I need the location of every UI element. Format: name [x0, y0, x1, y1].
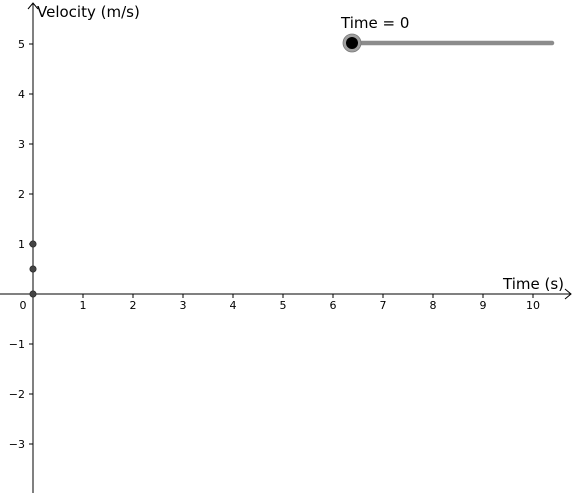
x-tick-label: 9 [480, 299, 487, 312]
time-slider-label: Time = 0 [340, 14, 409, 32]
y-axis-title: Velocity (m/s) [37, 3, 140, 21]
x-tick-label: 7 [380, 299, 387, 312]
x-tick-label: 1 [80, 299, 87, 312]
x-ticks: 0 1 2 3 4 5 6 7 8 9 10 [20, 294, 540, 312]
y-tick-label: 3 [18, 138, 25, 151]
data-point[interactable] [29, 240, 37, 248]
x-tick-label: 4 [230, 299, 237, 312]
x-tick-label: 10 [526, 299, 540, 312]
y-ticks: −3 −2 −1 1 2 3 4 5 [9, 38, 33, 451]
x-tick-label: 5 [280, 299, 287, 312]
x-tick-label: 2 [130, 299, 137, 312]
y-tick-label: −2 [9, 388, 25, 401]
x-tick-label: 3 [180, 299, 187, 312]
y-axis-arrow [27, 2, 39, 10]
data-point[interactable] [29, 265, 37, 273]
x-tick-label: 8 [430, 299, 437, 312]
x-axis-arrow [564, 288, 572, 300]
y-tick-label: 2 [18, 188, 25, 201]
x-tick-label: 6 [330, 299, 337, 312]
time-slider-knob[interactable] [346, 37, 358, 49]
y-tick-label: −3 [9, 438, 25, 451]
x-tick-label: 0 [20, 299, 27, 312]
time-slider[interactable]: Time = 0 [340, 14, 555, 53]
data-points [29, 240, 37, 298]
data-point[interactable] [29, 290, 37, 298]
y-tick-label: 4 [18, 88, 25, 101]
x-axis-title: Time (s) [502, 275, 564, 293]
y-tick-label: 1 [18, 238, 25, 251]
y-tick-label: −1 [9, 338, 25, 351]
y-tick-label: 5 [18, 38, 25, 51]
